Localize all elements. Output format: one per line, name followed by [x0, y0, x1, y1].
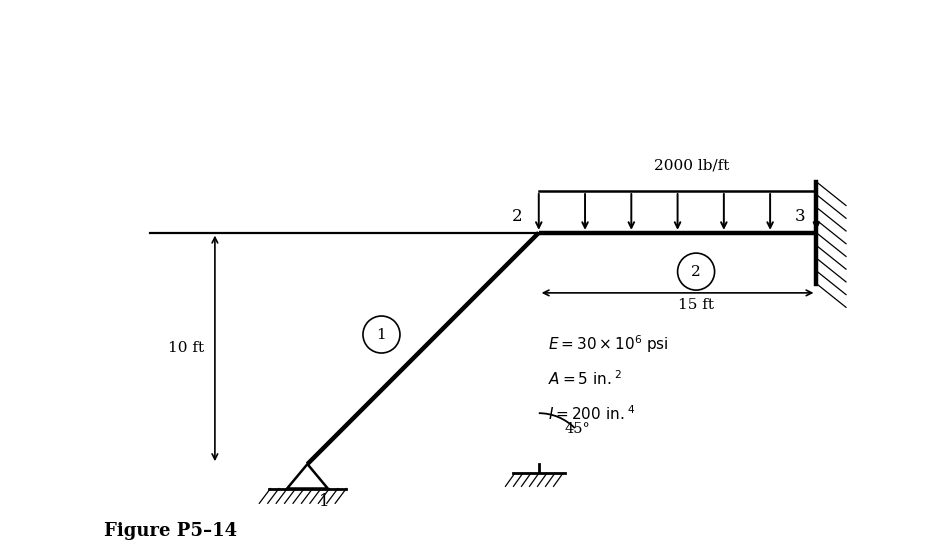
- Text: 45°: 45°: [565, 422, 591, 436]
- Text: 2000 lb/ft: 2000 lb/ft: [654, 158, 729, 172]
- Text: $I = 200\ \mathrm{in.}^4$: $I = 200\ \mathrm{in.}^4$: [548, 405, 635, 424]
- Text: 3: 3: [794, 208, 805, 225]
- Text: 1: 1: [376, 328, 387, 341]
- Text: 15 ft: 15 ft: [678, 297, 714, 311]
- Text: 10 ft: 10 ft: [168, 341, 204, 355]
- Text: Figure P5–14: Figure P5–14: [104, 522, 237, 540]
- Text: 2: 2: [691, 264, 701, 278]
- Text: 1: 1: [319, 493, 329, 509]
- Text: $E = 30 \times 10^6\ \mathrm{psi}$: $E = 30 \times 10^6\ \mathrm{psi}$: [548, 333, 668, 355]
- Text: 2: 2: [512, 208, 522, 225]
- Text: $A = 5\ \mathrm{in.}^2$: $A = 5\ \mathrm{in.}^2$: [548, 369, 622, 388]
